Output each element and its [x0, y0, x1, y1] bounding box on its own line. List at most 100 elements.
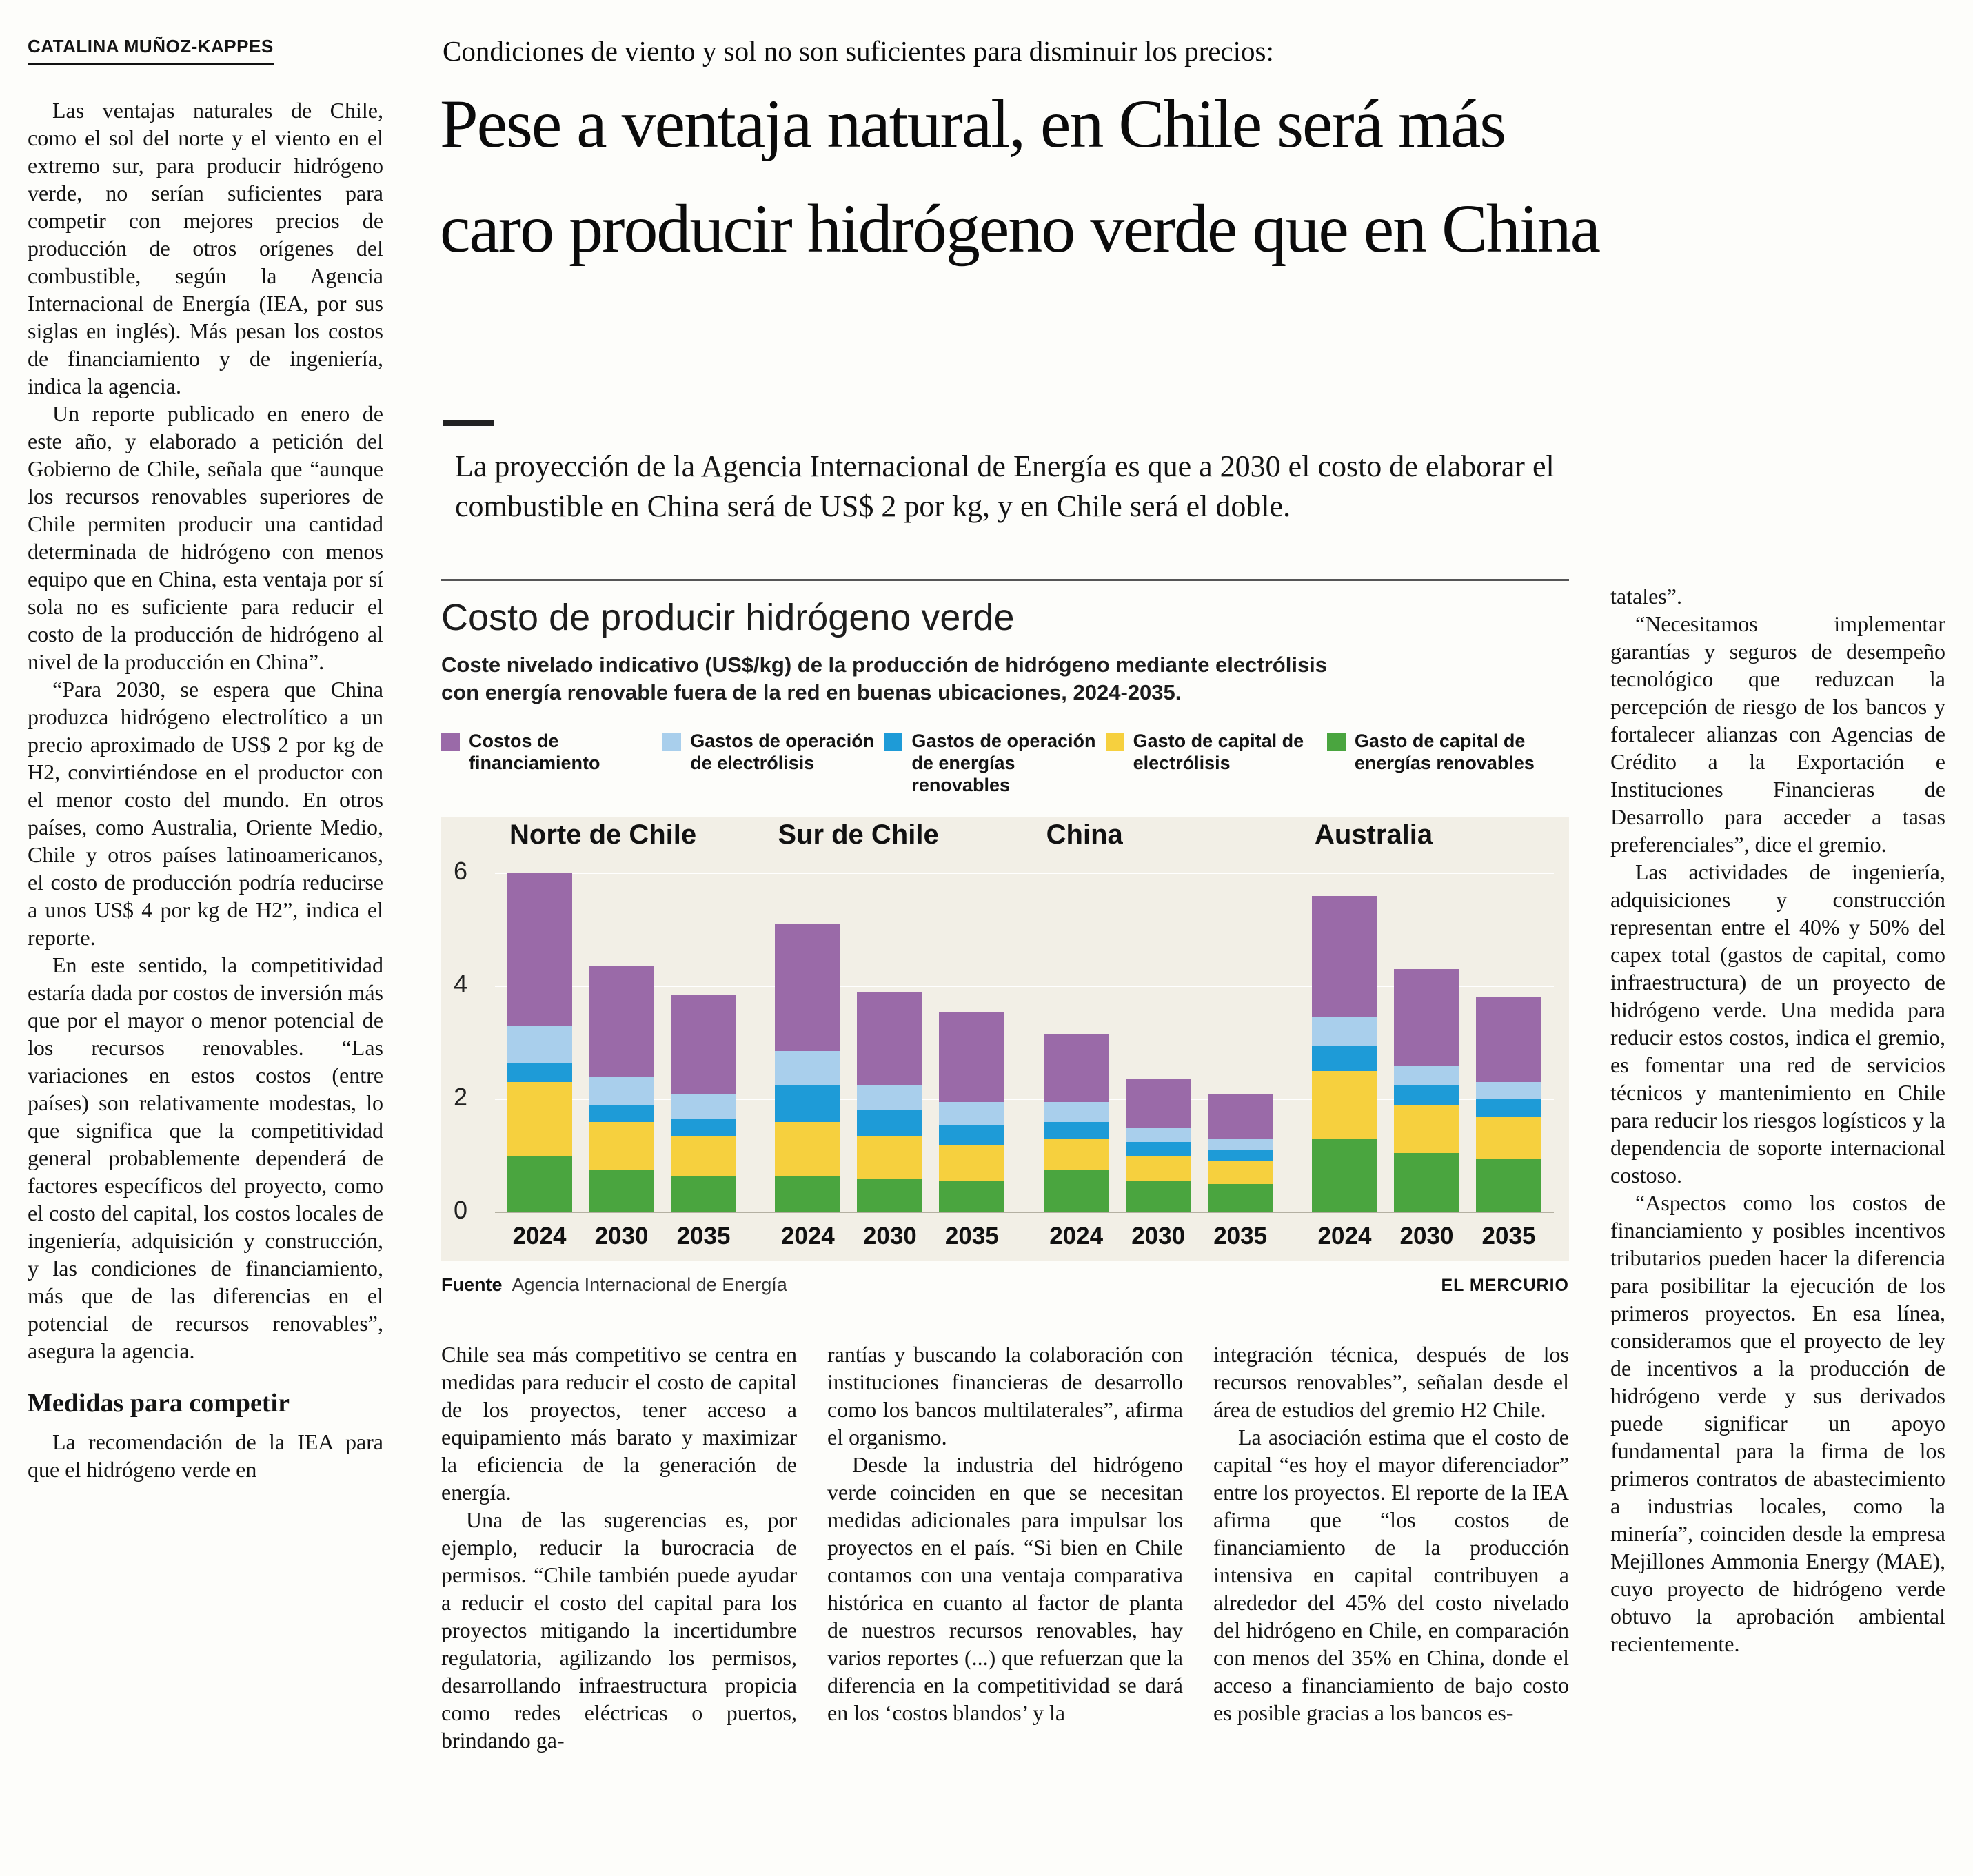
- legend-item: Costos de financiamiento: [441, 730, 662, 796]
- stacked-bar: [507, 873, 572, 1212]
- chart-source-text: Agencia Internacional de Energía: [512, 1274, 787, 1295]
- bar-segment: [1475, 997, 1541, 1083]
- x-axis-year-label: 2024: [780, 1223, 835, 1250]
- bar-segment: [1043, 1121, 1109, 1139]
- legend-item: Gasto de capital de electrólisis: [1105, 730, 1327, 796]
- stacked-bar: [1043, 1034, 1109, 1212]
- bar-segment: [1043, 1170, 1109, 1212]
- paragraph: Un reporte publicado en enero de este añ…: [28, 401, 383, 674]
- bar-segment: [507, 1082, 572, 1156]
- chart-groups: Norte de Chile 2024 2030 2035 Sur de Chile 20…: [507, 819, 1541, 1261]
- year-label-row: 2024 2030 2035: [1312, 1212, 1541, 1261]
- bar-row: [1311, 861, 1541, 1212]
- bar-segment: [1393, 1152, 1459, 1212]
- chart-panel: Norte de Chile 2024 2030 2035 Sur de Chile 20…: [441, 817, 1569, 1261]
- x-axis-year-label: 2030: [594, 1223, 649, 1250]
- bar-segment: [775, 1121, 841, 1176]
- gridline: [495, 1099, 1554, 1100]
- gridline: [495, 873, 1554, 874]
- bar-segment: [589, 966, 654, 1077]
- bar-segment: [1475, 1082, 1541, 1100]
- bar-segment: [775, 1085, 841, 1122]
- bar-segment: [1125, 1181, 1191, 1212]
- chart-source-row: Fuente Agencia Internacional de Energía E…: [441, 1274, 1569, 1296]
- paragraph: Chile sea más competitivo se centra en m…: [441, 1342, 797, 1505]
- legend-item: Gastos de operación de electrólisis: [662, 730, 884, 796]
- bar-segment: [671, 1175, 736, 1212]
- bar-segment: [589, 1077, 654, 1105]
- paragraph: Las ventajas naturales de Chile, como el…: [28, 98, 383, 398]
- bar-segment: [507, 1156, 572, 1212]
- bar-segment: [1393, 1105, 1459, 1153]
- x-axis-year-label: 2024: [1049, 1223, 1104, 1250]
- x-axis-year-label: 2024: [1317, 1223, 1372, 1250]
- legend-label: Costos de financiamiento: [469, 731, 600, 773]
- bar-segment: [939, 1124, 1005, 1145]
- x-axis-year-label: 2035: [1213, 1223, 1268, 1250]
- bar-group: China 2024 2030 2035: [1043, 819, 1273, 1261]
- right-column: tatales”. “Necesitamos implementar garant…: [1610, 582, 1945, 1866]
- y-axis-tick-label: 0: [454, 1196, 468, 1224]
- body-column-2: rantías y buscando la colaboración con i…: [827, 1340, 1183, 1866]
- bar-segment: [1125, 1156, 1191, 1181]
- bar-segment: [1393, 969, 1459, 1066]
- bar-segment: [589, 1170, 654, 1212]
- bar-segment: [1311, 1046, 1377, 1072]
- x-axis-year-label: 2030: [862, 1223, 917, 1250]
- paragraph: “Aspectos como los costos de financiamie…: [1610, 1190, 1945, 1656]
- body-column-3: integración técnica, después de los recu…: [1213, 1340, 1569, 1866]
- bar-segment: [775, 924, 841, 1052]
- bar-segment: [671, 1119, 736, 1136]
- paragraph: “Necesitamos implementar garantías y seg…: [1610, 611, 1945, 857]
- bar-segment: [589, 1105, 654, 1122]
- left-column: Las ventajas naturales de Chile, como el…: [28, 96, 383, 1861]
- bar-segment: [1475, 1159, 1541, 1212]
- bar-group-title: China: [1046, 819, 1123, 850]
- stacked-bar: [671, 995, 736, 1212]
- bar-row: [1043, 861, 1273, 1212]
- x-axis-year-label: 2024: [512, 1223, 567, 1250]
- body-column-1: Chile sea más competitivo se centra en m…: [441, 1340, 797, 1866]
- bar-segment: [939, 1144, 1005, 1181]
- paragraph: rantías y buscando la colaboración con i…: [827, 1342, 1183, 1449]
- chart-legend: Costos de financiamiento Gastos de operac…: [441, 730, 1569, 796]
- y-axis-tick-label: 4: [454, 970, 468, 998]
- bar-segment: [671, 995, 736, 1094]
- x-axis-year-label: 2035: [944, 1223, 999, 1250]
- stacked-bar: [1475, 997, 1541, 1212]
- bar-segment: [1125, 1141, 1191, 1156]
- legend-item: Gasto de capital de energías renovables: [1326, 730, 1548, 796]
- chart-top-rule: [441, 579, 1569, 581]
- kicker: Condiciones de viento y sol no son sufic…: [443, 35, 1274, 67]
- bar-segment: [1311, 1071, 1377, 1139]
- year-label-row: 2024 2030 2035: [507, 1212, 736, 1261]
- bar-segment: [857, 992, 923, 1085]
- bar-segment: [507, 1026, 572, 1063]
- legend-label: Gastos de operación de energías renovabl…: [911, 731, 1096, 795]
- bar-segment: [1311, 1139, 1377, 1212]
- paragraph: Las actividades de ingeniería, adquisici…: [1610, 859, 1945, 1187]
- paragraph: La asociación estima que el costo de cap…: [1213, 1425, 1569, 1725]
- deck: La proyección de la Agencia Internaciona…: [455, 449, 1555, 523]
- bar-group-title: Sur de Chile: [778, 819, 939, 850]
- bar-segment: [775, 1051, 841, 1085]
- chart-title: Costo de producir hidrógeno verde: [441, 597, 1015, 638]
- bar-segment: [1125, 1128, 1191, 1142]
- legend-swatch: [441, 733, 460, 751]
- legend-swatch: [1326, 733, 1346, 751]
- bar-segment: [671, 1136, 736, 1176]
- chart-subtitle: Coste nivelado indicativo (US$/kg) de la…: [441, 653, 1328, 704]
- bar-segment: [507, 1062, 572, 1083]
- bar-segment: [1393, 1065, 1459, 1085]
- gridline: [495, 1212, 1554, 1213]
- paragraph: Una de las sugerencias es, por ejemplo, …: [441, 1507, 797, 1753]
- byline: CATALINA MUÑOZ-KAPPES: [28, 36, 274, 65]
- paragraph: “Para 2030, se espera que China produzca…: [28, 677, 383, 950]
- chart: Costo de producir hidrógeno verde Coste …: [441, 579, 1569, 1296]
- y-axis-tick-label: 2: [454, 1083, 468, 1111]
- left-column-top: Las ventajas naturales de Chile, como el…: [28, 96, 383, 1365]
- legend-label: Gasto de capital de energías renovables: [1354, 731, 1535, 773]
- legend-label: Gasto de capital de electrólisis: [1133, 731, 1304, 773]
- stacked-bar: [1311, 895, 1377, 1212]
- bar-segment: [1207, 1093, 1273, 1139]
